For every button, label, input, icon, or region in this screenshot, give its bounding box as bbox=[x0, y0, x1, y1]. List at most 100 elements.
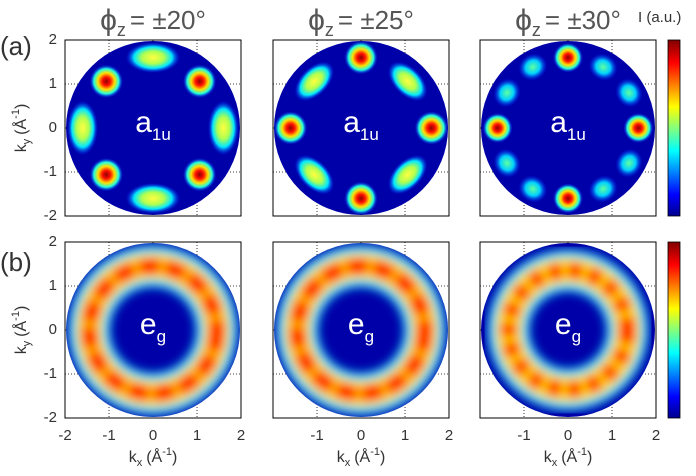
intensity-ring bbox=[276, 245, 446, 415]
state-symbol: a bbox=[135, 106, 152, 139]
intensity-spot bbox=[414, 111, 448, 145]
y-tick-label: 2 bbox=[49, 31, 57, 48]
intensity-spot bbox=[615, 78, 643, 108]
y-tick-label: -1 bbox=[44, 163, 57, 180]
state-subscript: g bbox=[157, 327, 166, 346]
title-subscript: z bbox=[532, 20, 541, 40]
x-tick-label: -2 bbox=[58, 427, 71, 444]
ring-band bbox=[500, 262, 636, 398]
colorbar-label: I (a.u.) bbox=[638, 9, 681, 26]
intensity-spot bbox=[89, 157, 124, 192]
label-superscript: -1 bbox=[162, 446, 172, 458]
title-value: = ±25° bbox=[338, 5, 414, 35]
label-unit: (Å bbox=[146, 447, 162, 466]
map-panel: a1u bbox=[479, 39, 657, 217]
map-panel: eg bbox=[272, 241, 450, 419]
intensity-disk bbox=[66, 41, 240, 215]
label-base: k bbox=[544, 449, 553, 466]
panel-label: (b) bbox=[0, 247, 32, 277]
intensity-ring bbox=[68, 245, 238, 415]
x-axis-label: kx (Å-1) bbox=[544, 446, 593, 469]
ring-band bbox=[289, 258, 433, 402]
x-tick-label: 1 bbox=[401, 427, 409, 444]
label-close: ) bbox=[380, 449, 385, 466]
intensity-spot bbox=[493, 78, 521, 108]
y-tick-label: 1 bbox=[49, 75, 57, 92]
label-base: k bbox=[13, 345, 30, 354]
label-superscript: -1 bbox=[10, 311, 22, 321]
colorbar bbox=[667, 39, 681, 217]
title-subscript: z bbox=[325, 20, 334, 40]
state-label: eg bbox=[348, 308, 374, 347]
state-symbol: e bbox=[348, 308, 365, 341]
map-panel: a1u bbox=[64, 39, 242, 217]
x-tick-label: -1 bbox=[310, 427, 323, 444]
state-label: a1u bbox=[550, 106, 586, 145]
x-tick-label: 1 bbox=[193, 427, 201, 444]
intensity-spot bbox=[294, 61, 335, 102]
label-base: k bbox=[337, 449, 346, 466]
map-panel: a1u bbox=[272, 39, 450, 217]
title-symbol: ϕ bbox=[515, 4, 532, 37]
label-superscript: -1 bbox=[577, 446, 587, 458]
state-label: eg bbox=[555, 308, 581, 347]
label-unit: (Å bbox=[11, 320, 30, 336]
intensity-spot bbox=[518, 53, 548, 81]
label-subscript: x bbox=[137, 457, 143, 469]
column-title: ϕz = ±20° bbox=[100, 4, 206, 40]
intensity-disk bbox=[66, 243, 240, 417]
intensity-disk bbox=[481, 41, 655, 215]
label-subscript: y bbox=[21, 340, 33, 346]
label-close: ) bbox=[587, 449, 592, 466]
y-axis-label: ky (Å-1) bbox=[10, 104, 33, 153]
y-axis-label: ky (Å-1) bbox=[10, 306, 33, 355]
intensity-spot bbox=[387, 61, 428, 102]
intensity-spot bbox=[274, 111, 308, 145]
panel-label: (a) bbox=[0, 31, 32, 61]
intensity-spot bbox=[67, 100, 98, 156]
intensity-spot bbox=[553, 183, 583, 214]
column-title: ϕz = ±25° bbox=[308, 4, 414, 40]
intensity-spot bbox=[125, 182, 181, 214]
disk-background bbox=[481, 41, 655, 215]
column-title: ϕz = ±30° bbox=[515, 4, 621, 40]
intensity-spot bbox=[493, 148, 521, 178]
state-label: a1u bbox=[343, 106, 379, 145]
x-tick-label: -1 bbox=[102, 427, 115, 444]
state-label: a1u bbox=[135, 106, 171, 145]
state-label: eg bbox=[140, 308, 166, 347]
intensity-spot bbox=[482, 113, 513, 143]
intensity-spot bbox=[344, 41, 378, 75]
title-subscript: z bbox=[117, 20, 126, 40]
colorbar bbox=[667, 241, 681, 419]
label-subscript: x bbox=[345, 457, 351, 469]
ring-band bbox=[81, 258, 225, 402]
intensity-spot bbox=[615, 148, 643, 178]
y-tick-label: 0 bbox=[49, 119, 57, 136]
intensity-spot bbox=[294, 154, 335, 195]
intensity-spot bbox=[588, 175, 618, 203]
label-base: k bbox=[129, 449, 138, 466]
intensity-spot bbox=[387, 154, 428, 195]
intensity-ring bbox=[487, 249, 649, 411]
intensity-disk bbox=[274, 41, 448, 215]
state-symbol: a bbox=[343, 106, 360, 139]
map-panel: eg bbox=[479, 241, 657, 419]
title-value: = ±20° bbox=[130, 5, 206, 35]
title-value: = ±30° bbox=[545, 5, 621, 35]
x-tick-label: 2 bbox=[652, 427, 660, 444]
intensity-disk bbox=[481, 243, 655, 417]
intensity-spot bbox=[125, 42, 181, 73]
x-axis-label: kx (Å-1) bbox=[129, 446, 178, 469]
state-subscript: 1u bbox=[152, 125, 171, 144]
intensity-disk bbox=[274, 243, 448, 417]
state-symbol: e bbox=[555, 308, 572, 341]
state-subscript: 1u bbox=[360, 125, 379, 144]
intensity-spot bbox=[553, 42, 583, 73]
x-tick-label: 0 bbox=[149, 427, 157, 444]
x-tick-label: 1 bbox=[608, 427, 616, 444]
y-tick-label: -2 bbox=[44, 207, 57, 224]
y-tick-label: 2 bbox=[49, 233, 57, 250]
intensity-spot bbox=[182, 157, 217, 192]
intensity-spot bbox=[588, 53, 618, 81]
